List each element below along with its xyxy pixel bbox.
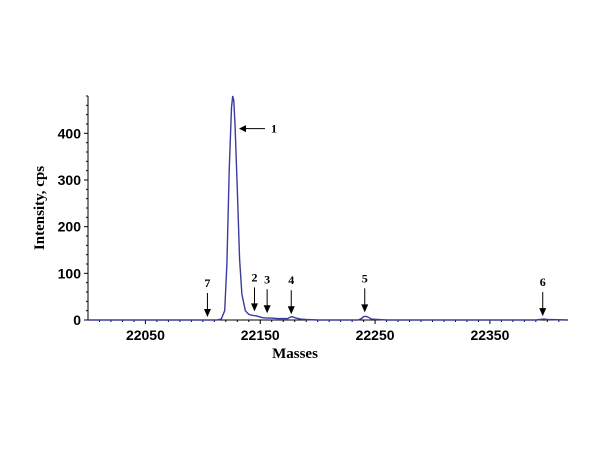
y-tick-label: 100 [58,265,82,281]
peak-annotation-7: 7 [203,276,211,317]
x-tick-label: 22150 [241,327,280,343]
annotation-label: 6 [540,275,546,289]
axes [87,96,568,321]
annotation-label: 4 [288,273,294,287]
annotation-label: 2 [252,270,258,284]
x-tick-label: 22050 [126,327,165,343]
y-tick-label: 0 [73,312,81,328]
peak-annotation-2: 2 [251,270,259,312]
annotation-label: 5 [362,271,368,285]
annotation-arrowhead [238,125,246,133]
peak-annotation-1: 1 [238,122,277,136]
annotation-label: 7 [204,276,210,290]
y-tick-label: 400 [58,125,82,141]
y-tick-label: 200 [58,219,82,235]
annotation-arrowhead [287,306,295,315]
spectrum-series-line [88,95,569,321]
y-axis-label: Intensity, cps [32,166,48,250]
peak-annotation-6: 6 [539,275,547,317]
annotation-label: 1 [271,122,277,136]
x-tick-label: 22350 [470,327,509,343]
annotation-arrowhead [251,303,259,312]
x-axis-label: Masses [272,346,318,362]
annotation-label: 3 [264,272,270,286]
tick-labels: 0 100 200 300 400 22050 22150 22250 22350 [58,125,510,343]
annotation-arrowhead [263,305,271,314]
peak-annotation-5: 5 [361,271,369,313]
peak-annotation-3: 3 [263,272,271,314]
annotation-arrowhead [361,304,369,313]
tick-marks [84,95,560,324]
x-tick-label: 22250 [356,327,395,343]
annotation-arrowhead [203,309,211,317]
peak-annotations: 12 3 4 5 67 [203,122,547,317]
y-tick-label: 300 [58,172,82,188]
peak-annotation-4: 4 [287,273,295,315]
annotation-arrowhead [539,308,547,317]
